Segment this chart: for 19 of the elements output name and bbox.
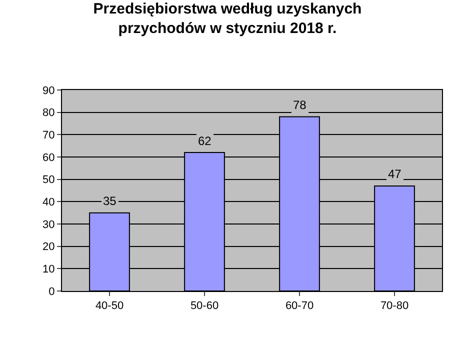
- y-tick-label: 20: [42, 241, 55, 254]
- data-label: 78: [293, 98, 307, 112]
- x-tick-label: 60-70: [285, 300, 314, 312]
- data-label: 47: [388, 167, 402, 181]
- y-tick-label: 50: [42, 174, 55, 186]
- y-tick-label: 40: [42, 196, 55, 209]
- chart-title: Przedsiębiorstwa według uzyskanych przychodów w styczniu 2018 r.: [93, 0, 362, 38]
- x-tick-label: 40-50: [95, 300, 124, 312]
- x-tick-label: 70-80: [380, 300, 409, 312]
- data-label: 62: [198, 134, 212, 148]
- y-tick-label: 10: [42, 264, 55, 276]
- y-tick-label: 70: [42, 130, 55, 142]
- data-label: 35: [103, 194, 117, 208]
- y-tick-label: 30: [42, 218, 55, 231]
- y-tick-label: 90: [42, 84, 55, 97]
- y-tick-label: 0: [48, 286, 55, 298]
- x-tick-label: 50-60: [190, 300, 219, 312]
- y-tick-label: 60: [42, 152, 55, 164]
- y-tick-label: 80: [42, 107, 55, 120]
